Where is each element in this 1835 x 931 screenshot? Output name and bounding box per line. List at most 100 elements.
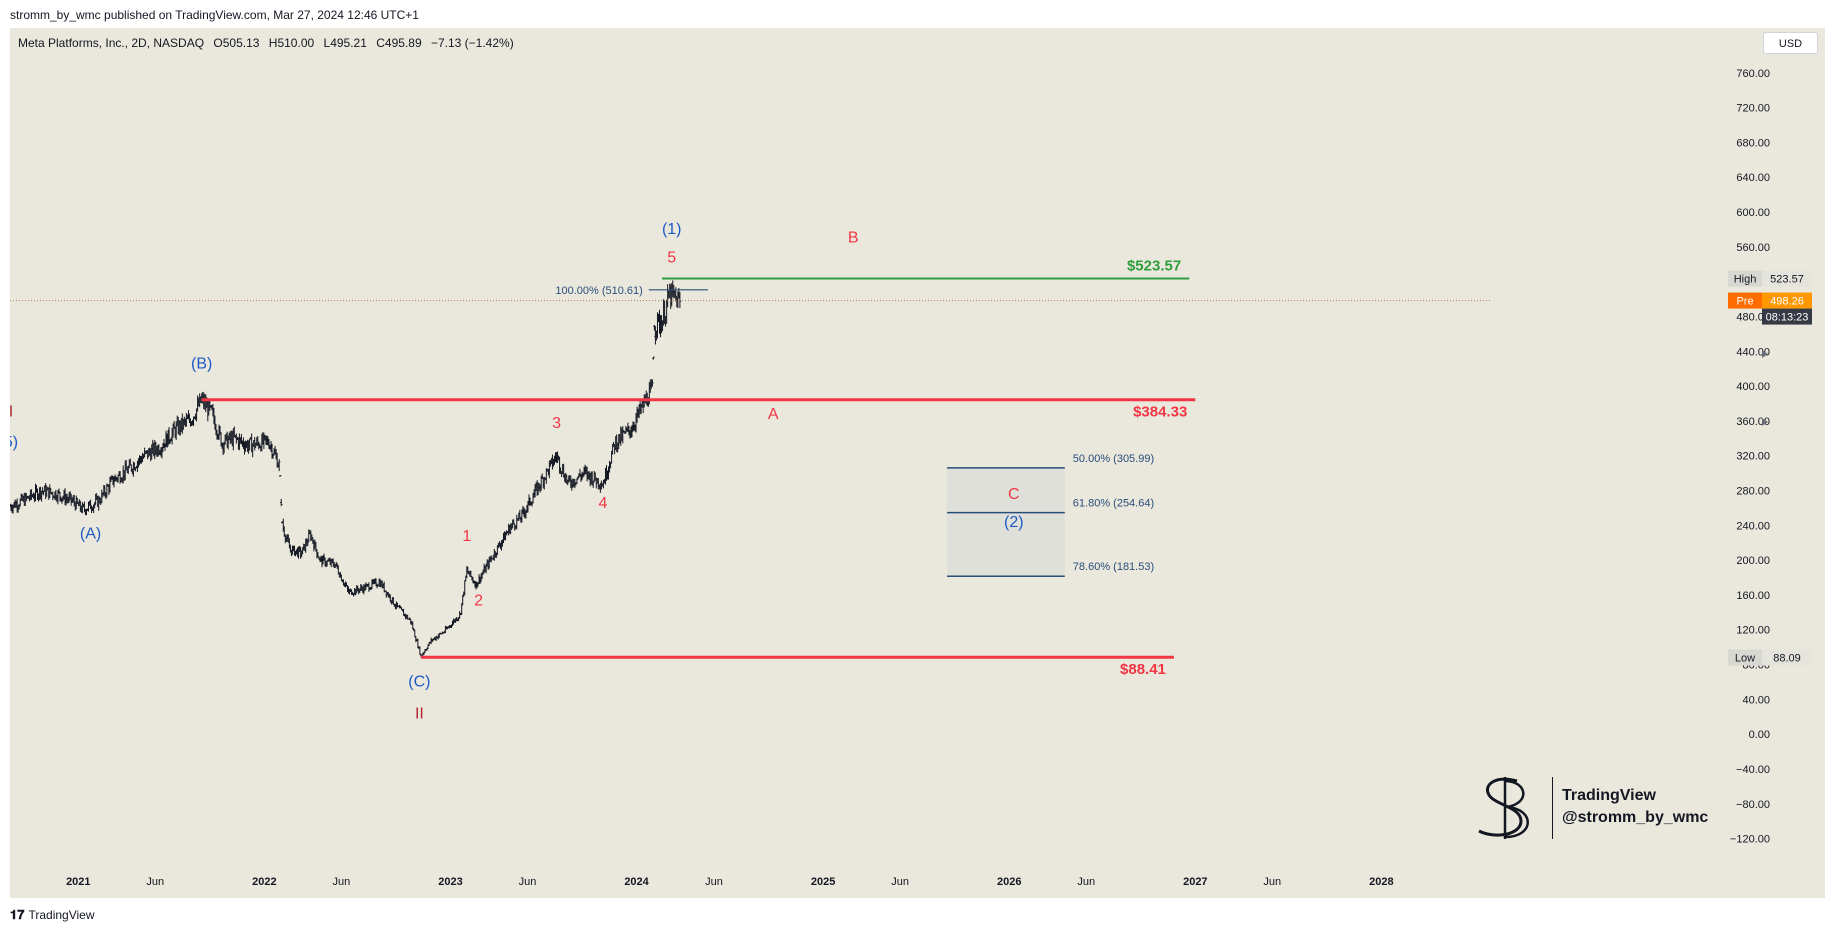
time-tick-label: 2025 xyxy=(811,876,835,888)
candle xyxy=(367,582,371,592)
time-tick-label: Jun xyxy=(705,876,723,888)
price-tick-label: 680.00 xyxy=(1736,137,1770,149)
levels-layer: $523.57 $384.33 $88.41 50.00% (305.99) 61.80… xyxy=(10,258,1490,678)
currency-button[interactable]: USD xyxy=(1763,32,1818,54)
price-tick-label: 760.00 xyxy=(1736,68,1770,80)
wave-label: A xyxy=(768,406,779,423)
sb-monogram-icon xyxy=(1478,777,1529,839)
price-tick-label: 480.00 xyxy=(1736,311,1770,323)
candles-layer xyxy=(10,280,682,657)
time-tick-label: 2024 xyxy=(624,876,649,888)
price-tick-label: 160.00 xyxy=(1736,590,1770,602)
axis-marker-icon[interactable] xyxy=(1762,350,1768,358)
level-label-1: $384.33 xyxy=(1133,404,1187,421)
footer-tradingview-logo[interactable]: 𝟏𝟕 TradingView xyxy=(10,907,95,923)
price-tick-label: 640.00 xyxy=(1736,172,1770,184)
fib-level-label: 61.80% (254.64) xyxy=(1073,498,1154,510)
price-tick-label: 320.00 xyxy=(1736,451,1770,463)
fib-zone xyxy=(947,467,1065,577)
candle xyxy=(653,324,656,331)
price-tick-label: 0.00 xyxy=(1749,729,1770,741)
price-tick-label: −80.00 xyxy=(1736,799,1770,811)
author-watermark: TradingView @stromm_by_wmc xyxy=(1465,773,1765,843)
price-tick-label: 120.00 xyxy=(1736,625,1770,637)
fib-level-label: 78.60% (181.53) xyxy=(1073,561,1154,573)
wave-label: 4 xyxy=(598,495,607,512)
watermark-divider xyxy=(1552,777,1553,839)
wave-label: 5 xyxy=(667,250,676,267)
price-tick-label: 440.00 xyxy=(1736,346,1770,358)
time-tick-label: Jun xyxy=(333,876,351,888)
svg-text:Low: Low xyxy=(1735,653,1755,665)
wave-label: 1 xyxy=(462,528,471,545)
time-tick-label: Jun xyxy=(1077,876,1095,888)
time-tick-label: 2027 xyxy=(1183,876,1207,888)
high-value: H510.00 xyxy=(268,36,315,50)
axis-marker-icon[interactable] xyxy=(1762,418,1768,426)
candle xyxy=(652,356,655,360)
wave-label: I xyxy=(10,404,13,421)
open-value: O505.13 xyxy=(213,36,260,50)
wave-label: (A) xyxy=(80,525,101,542)
time-tick-label: 2028 xyxy=(1369,876,1393,888)
change-value: −7.13 (−1.42%) xyxy=(430,36,514,50)
time-tick-label: Jun xyxy=(519,876,537,888)
low-value: L495.21 xyxy=(323,36,367,50)
price-tick-label: 720.00 xyxy=(1736,103,1770,115)
price-tick-label: 400.00 xyxy=(1736,381,1770,393)
price-tick-label: 240.00 xyxy=(1736,520,1770,532)
tv-logo-icon: 𝟏𝟕 xyxy=(10,907,25,922)
time-tick-label: Jun xyxy=(146,876,164,888)
footer-logo-text: TradingView xyxy=(28,908,95,922)
watermark-brand: TradingView xyxy=(1562,787,1656,804)
candle xyxy=(515,514,518,530)
price-tick-label: 360.00 xyxy=(1736,416,1770,428)
publish-header: stromm_by_wmc published on TradingView.c… xyxy=(0,0,1835,28)
symbol-name[interactable]: Meta Platforms, Inc., 2D, NASDAQ xyxy=(18,36,205,50)
price-tick-label: 280.00 xyxy=(1736,486,1770,498)
candle xyxy=(279,475,282,477)
symbol-legend[interactable]: Meta Platforms, Inc., 2D, NASDAQ O505.13… xyxy=(18,36,520,50)
axis-badge-low: Low 88.09 xyxy=(1728,649,1812,666)
candle xyxy=(678,292,682,309)
svg-text:Pre: Pre xyxy=(1736,296,1753,308)
chart-area[interactable]: $523.57 $384.33 $88.41 50.00% (305.99) 61.80… xyxy=(10,28,1825,898)
wave-label: 3 xyxy=(552,415,561,432)
svg-text:08:13:23: 08:13:23 xyxy=(1766,312,1809,324)
time-tick-label: 2021 xyxy=(66,876,90,888)
price-tick-label: 600.00 xyxy=(1736,207,1770,219)
axis-badge-countdown: 08:13:23 xyxy=(1762,308,1812,325)
svg-text:88.09: 88.09 xyxy=(1773,653,1801,665)
axis-badge-high: High 523.57 xyxy=(1728,270,1812,287)
wave-label: II xyxy=(415,706,424,723)
axis-badge-pre: Pre 498.26 xyxy=(1728,292,1812,309)
fib-zone-layer xyxy=(947,467,1065,577)
time-tick-label: 2023 xyxy=(438,876,462,888)
fib-level-label: 50.00% (305.99) xyxy=(1073,453,1154,465)
fib-top-label: 100.00% (510.61) xyxy=(555,285,642,297)
wave-labels-layer: I 5) (A) (B) (C) II 1 2 3 4 (1) 5 B A C (2) xyxy=(10,221,1024,723)
candle xyxy=(277,459,281,472)
svg-text:High: High xyxy=(1734,274,1757,286)
axis-badges: High 523.57 Pre 498.26 08:13:23 Low 88.09 xyxy=(1728,270,1812,666)
wave-label: 5) xyxy=(10,434,18,451)
footer: 𝟏𝟕 TradingView xyxy=(0,898,1835,931)
candle xyxy=(463,580,466,596)
price-tick-label: 200.00 xyxy=(1736,555,1770,567)
watermark-handle: @stromm_by_wmc xyxy=(1562,809,1709,826)
price-tick-label: −120.00 xyxy=(1730,834,1770,846)
time-axis: 2021 Jun 2022 Jun 2023 Jun 2024 Jun 2025 Jun 2026 J… xyxy=(66,876,1394,888)
svg-text:523.57: 523.57 xyxy=(1770,274,1804,286)
time-tick-label: 2022 xyxy=(252,876,276,888)
price-chart[interactable]: $523.57 $384.33 $88.41 50.00% (305.99) 61.80… xyxy=(10,28,1825,898)
price-tick-label: 40.00 xyxy=(1742,694,1770,706)
candle xyxy=(413,629,416,638)
wave-label: (1) xyxy=(662,221,682,238)
level-label-2: $88.41 xyxy=(1120,661,1166,678)
svg-text:498.26: 498.26 xyxy=(1770,296,1804,308)
price-tick-label: 560.00 xyxy=(1736,242,1770,254)
time-tick-label: Jun xyxy=(891,876,909,888)
time-tick-label: Jun xyxy=(1263,876,1281,888)
publisher-text: stromm_by_wmc published on TradingView.c… xyxy=(10,8,419,22)
price-tick-label: −40.00 xyxy=(1736,764,1770,776)
